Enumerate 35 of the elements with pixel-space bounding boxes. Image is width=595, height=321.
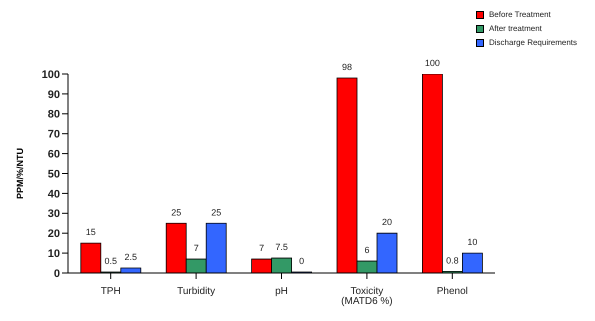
data-label: 2.5 <box>124 252 138 262</box>
y-tick-label: 0 <box>54 268 60 280</box>
y-tick-label: 70 <box>48 128 60 141</box>
x-tick-label: pH <box>275 286 288 298</box>
data-label: 6 <box>364 245 370 256</box>
data-label: 7.5 <box>275 242 288 252</box>
legend-label: After treatment <box>488 23 542 35</box>
data-label: 7 <box>259 243 264 254</box>
legend-label: Before Treatment <box>488 9 551 21</box>
x-tick-label: TPH <box>100 286 121 298</box>
data-label: 0.8 <box>446 255 459 266</box>
y-tick-label: 80 <box>48 108 60 121</box>
y-tick-label: 90 <box>48 88 60 101</box>
y-tick-label: 50 <box>48 168 60 180</box>
y-tick-label: 30 <box>48 208 60 220</box>
y-tick-label: 60 <box>48 148 60 161</box>
x-tick-label: Turbidity <box>177 286 216 298</box>
x-tick-label: Phenol <box>436 286 468 298</box>
y-tick-label: 10 <box>48 248 60 260</box>
legend-label: Discharge Requirements <box>488 37 577 49</box>
data-label: 25 <box>171 207 182 218</box>
y-tick-label: 20 <box>48 228 60 240</box>
data-label: 20 <box>382 217 392 228</box>
y-axis-title: PPM/%/NTU <box>15 148 26 200</box>
data-label: 0 <box>299 256 304 266</box>
data-label: 15 <box>86 227 96 238</box>
x-tick-label: Toxicity (MATD6 %) <box>341 286 393 308</box>
data-label: 10 <box>467 237 478 248</box>
data-label: 0.5 <box>104 256 118 266</box>
y-tick-label: 40 <box>48 188 60 200</box>
data-label: 25 <box>211 207 222 218</box>
data-label: 100 <box>424 58 440 68</box>
data-label: 7 <box>194 243 199 254</box>
y-tick-label: 100 <box>42 68 60 81</box>
data-label: 98 <box>342 62 352 72</box>
